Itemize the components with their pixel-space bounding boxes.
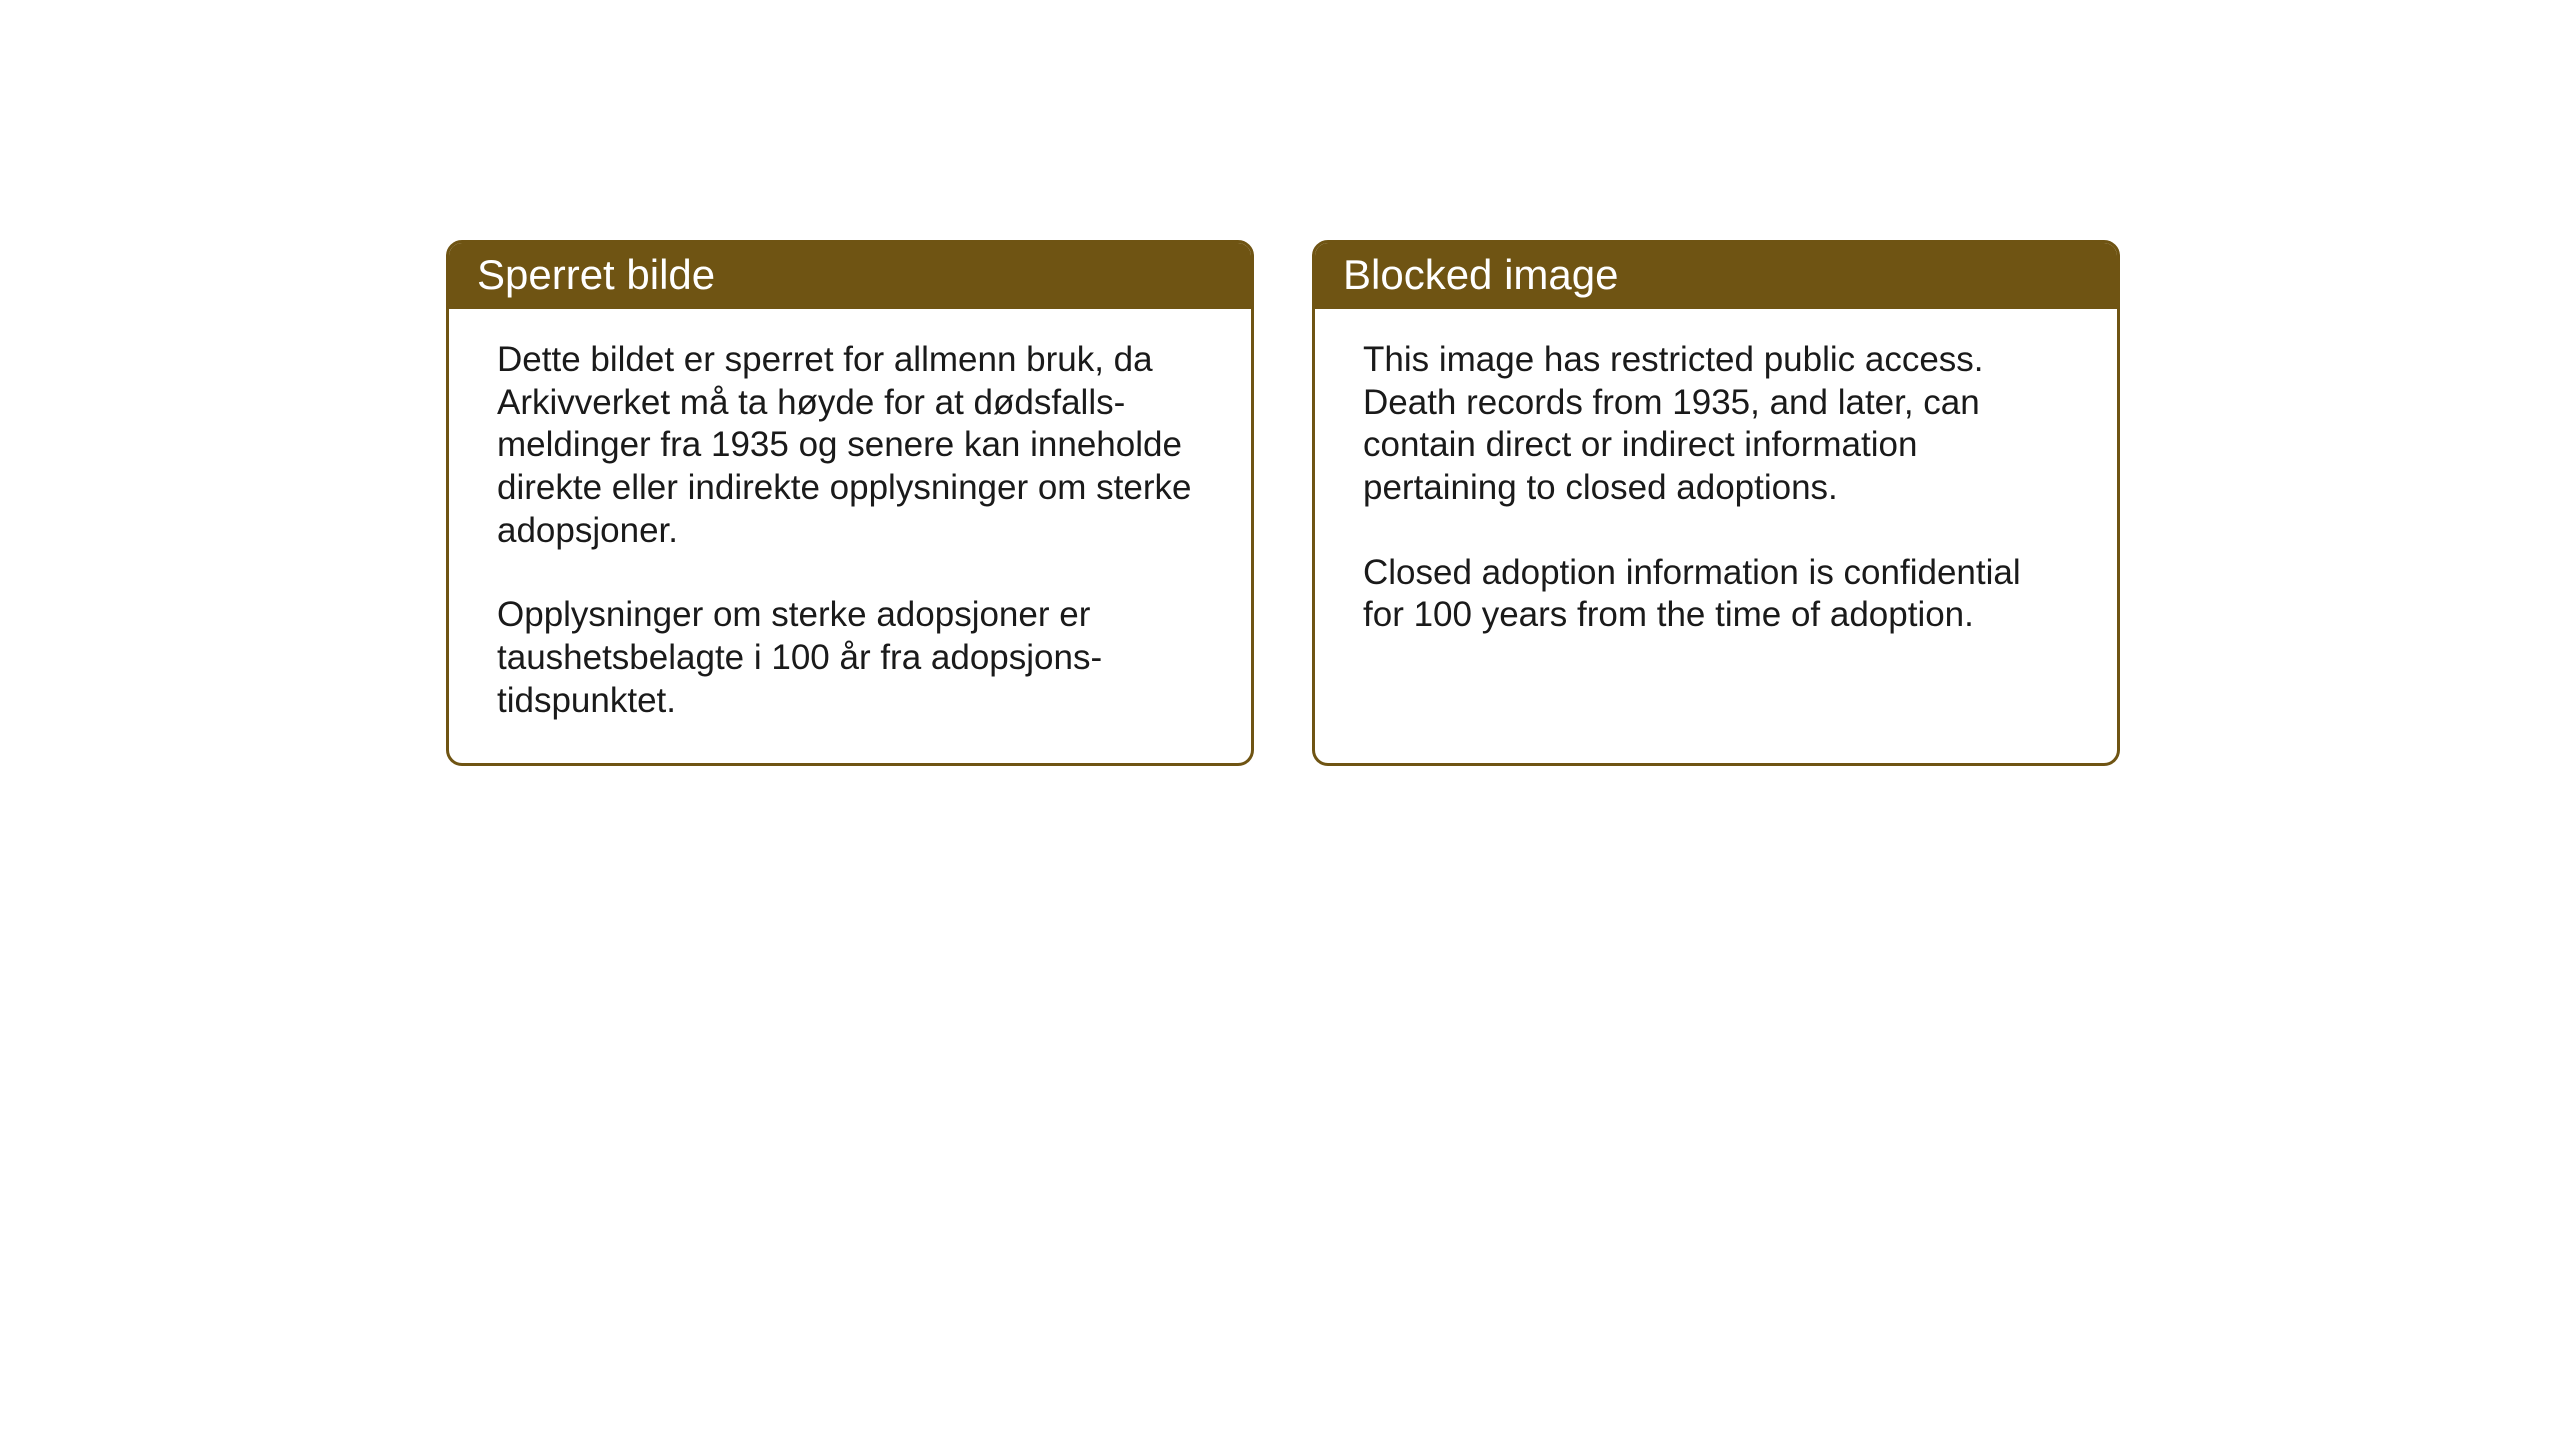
card-paragraph-1-english: This image has restricted public access.… [1363,339,2069,510]
card-paragraph-1-norwegian: Dette bildet er sperret for allmenn bruk… [497,339,1203,552]
card-container: Sperret bilde Dette bildet er sperret fo… [446,240,2120,766]
card-english: Blocked image This image has restricted … [1312,240,2120,766]
card-header-norwegian: Sperret bilde [449,243,1251,309]
card-title-norwegian: Sperret bilde [477,251,715,298]
card-paragraph-2-english: Closed adoption information is confident… [1363,552,2069,637]
card-header-english: Blocked image [1315,243,2117,309]
card-title-english: Blocked image [1343,251,1618,298]
card-body-norwegian: Dette bildet er sperret for allmenn bruk… [449,309,1251,763]
card-paragraph-2-norwegian: Opplysninger om sterke adopsjoner er tau… [497,594,1203,722]
card-body-english: This image has restricted public access.… [1315,309,2117,677]
card-norwegian: Sperret bilde Dette bildet er sperret fo… [446,240,1254,766]
